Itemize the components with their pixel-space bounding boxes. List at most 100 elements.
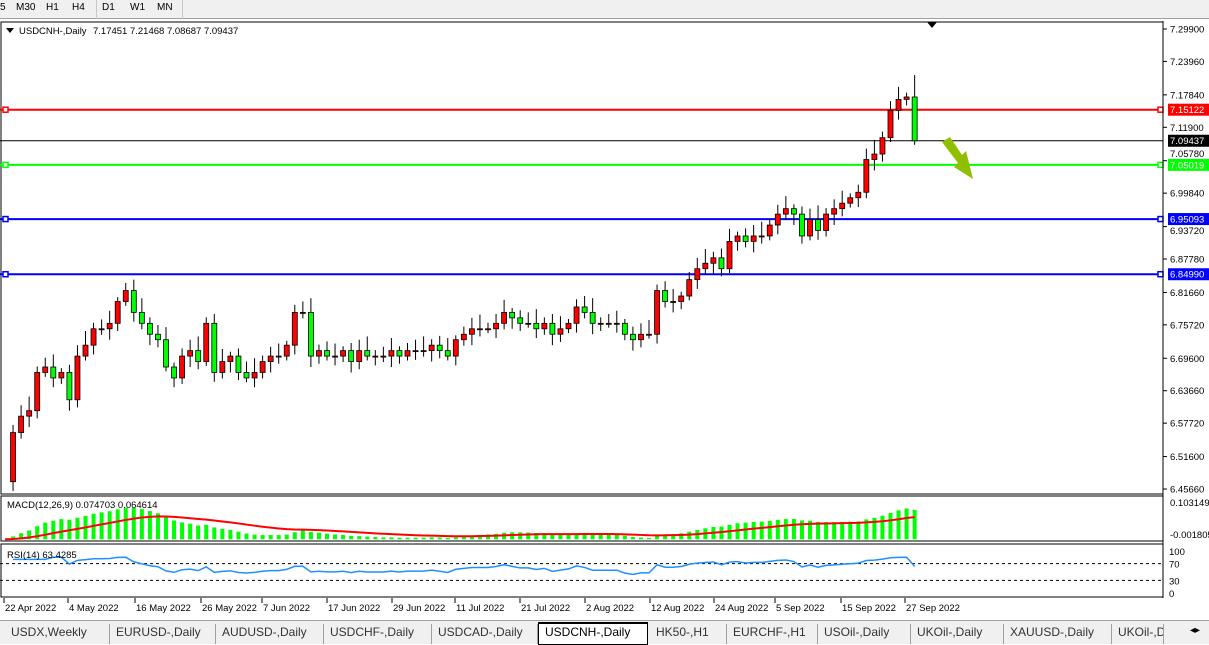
bullish-candle [380,355,387,358]
bearish-candle [742,235,749,242]
level-handle[interactable] [1157,106,1164,113]
bullish-candle [750,235,757,242]
bullish-candle [525,322,532,325]
tab-audusd-daily[interactable]: AUDUSD-,Daily [216,624,324,644]
bullish-candle [251,372,258,379]
macd-histogram-bar [164,516,168,540]
macd-histogram-bar [526,532,531,540]
tab-ukoil-da[interactable]: UKOil-,Da [1112,624,1164,644]
bullish-candle [58,372,65,379]
macd-histogram-bar [389,537,394,540]
price-tick-label: 6.75720 [1170,320,1204,331]
panel-frame [0,543,1164,598]
down-arrow-annotation [942,137,973,179]
date-tick-label: 4 May 2022 [69,603,119,614]
bullish-candle [34,372,41,412]
bullish-candle [895,99,902,111]
macd-histogram-bar [196,525,201,540]
tab-usdcad-daily[interactable]: USDCAD-,Daily [432,624,538,644]
chart-header-symbol: USDCNH-,Daily [19,26,87,37]
level-handle[interactable] [2,161,9,169]
shift-marker-icon [927,22,937,28]
macd-histogram-bar [155,513,160,540]
chart-menu-icon[interactable] [6,28,14,33]
macd-histogram-bar [107,511,112,540]
tab-xauusd-daily[interactable]: XAUUSD-,Daily [1004,624,1112,644]
bullish-candle [283,344,290,357]
macd-histogram-bar [260,535,265,540]
bullish-candle [541,322,548,330]
tab-usoil-daily[interactable]: USOil-,Daily [818,624,911,644]
macd-scale-top: 0.103149 [1170,498,1209,509]
bullish-candle [879,137,886,155]
price-tick-label: 7.17840 [1170,90,1204,101]
tab-hk50-h1[interactable]: HK50-,H1 [650,624,727,644]
macd-histogram-bar [212,527,217,540]
bullish-candle [187,350,194,357]
price-label: 6.84990 [1170,270,1204,281]
price-label-box [1168,158,1209,171]
bullish-candle [782,208,789,215]
tab-eurusd-daily[interactable]: EURUSD-,Daily [110,624,216,644]
level-handle[interactable] [1157,215,1164,223]
price-label: 7.05019 [1170,160,1204,171]
bullish-candle [710,257,717,264]
macd-histogram-bar [671,534,676,540]
bearish-candle [130,290,137,313]
level-handle[interactable] [2,270,9,278]
timeframe-h1[interactable]: H1 [46,2,59,13]
tab-usdcnh-daily[interactable]: USDCNH-,Daily [538,622,648,645]
level-handle[interactable] [1157,270,1164,278]
bullish-candle [452,339,459,357]
rsi-scale-label: 100 [1169,547,1185,558]
bullish-candle [82,344,89,357]
timeframe-h4[interactable]: H4 [72,2,85,13]
macd-histogram-bar [373,537,378,540]
timeframe-mn[interactable]: MN [157,2,173,13]
macd-histogram-bar [244,533,249,540]
tab-eurchf-h1[interactable]: EURCHF-,H1 [727,624,818,644]
bullish-candle [291,312,298,346]
price-chart[interactable]: 7.15122 7.09437 7.05019 6.95093 6.84990 7.29… [0,21,1209,619]
timeframe-5[interactable]: 5 [0,2,6,13]
date-tick-label: 7 Jun 2022 [263,603,310,614]
tab-ukoil-daily[interactable]: UKOil-,Daily [911,624,1004,644]
panel-frame [0,21,1164,495]
macd-histogram-bar [542,533,547,540]
tab-usdchf-daily[interactable]: USDCHF-,Daily [324,624,432,644]
macd-histogram-bar [123,507,128,540]
macd-histogram-bar [43,522,48,540]
timeframe-m30[interactable]: M30 [16,2,36,13]
bullish-candle [227,355,234,362]
macd-histogram-bar [824,522,829,540]
tab-scroll-arrows-icon[interactable]: ◂▸ [1190,625,1201,636]
price-tick-label: 6.93720 [1170,226,1204,237]
bullish-candle [493,322,499,330]
bearish-candle [549,322,556,335]
price-label: 7.15122 [1170,105,1204,116]
bullish-candle [412,350,419,353]
macd-histogram-bar [333,534,338,540]
macd-histogram-bar [888,512,893,540]
macd-label: MACD(12,26,9) 0.074703 0.064614 [7,500,158,511]
date-tick-label: 27 Sep 2022 [906,603,960,614]
level-handle[interactable] [1157,161,1164,169]
date-tick-label: 17 Jun 2022 [328,603,380,614]
bullish-candle [678,295,685,302]
level-handle[interactable] [2,215,9,223]
date-tick-label: 12 Aug 2022 [651,603,704,614]
macd-histogram-bar [614,534,619,540]
macd-scale-bottom: -0.001805 [1170,530,1209,541]
bullish-candle [316,350,322,357]
bullish-candle [98,328,105,331]
level-handle[interactable] [2,106,9,113]
bullish-candle [573,306,580,324]
price-label: 7.09437 [1170,136,1204,147]
macd-histogram-bar [896,510,901,540]
bullish-candle [420,350,427,353]
price-tick-label: 7.29900 [1170,25,1204,36]
timeframe-w1[interactable]: W1 [130,2,145,13]
timeframe-d1[interactable]: D1 [102,2,115,13]
tab-usdx-weekly[interactable]: USDX,Weekly [5,624,110,644]
price-tick-label: 6.57720 [1170,419,1204,430]
